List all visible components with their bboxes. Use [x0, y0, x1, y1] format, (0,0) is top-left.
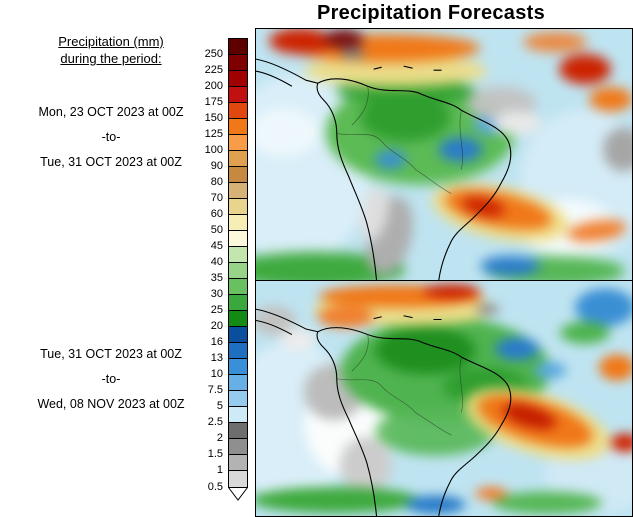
colorbar-tick-label: 16	[210, 336, 223, 348]
colorbar-tick-label: 2	[216, 432, 223, 444]
precipitation-map-bottom	[256, 283, 632, 516]
colorbar-tick-label: 25	[210, 304, 223, 316]
colorbar-segment: 90	[211, 151, 247, 172]
colorbar-segment: 40	[211, 247, 247, 268]
colorbar-heading-line1: Precipitation (mm)	[58, 34, 164, 49]
colorbar-tick-label: 200	[204, 80, 223, 92]
colorbar-segment: 1.5	[208, 439, 247, 460]
period-top-separator: -to-	[101, 130, 121, 144]
colorbar-tick-label: 80	[210, 176, 223, 188]
period-top-to: Tue, 31 OCT 2023 at 00Z	[40, 155, 182, 169]
colorbar-segment: 175	[205, 87, 247, 108]
colorbar-segment: 25	[211, 295, 247, 316]
colorbar-segment: 5	[217, 391, 247, 412]
colorbar-segment: 7.5	[208, 375, 247, 396]
colorbar-segment: 1	[217, 455, 247, 476]
colorbar-tick-label: 100	[204, 144, 223, 156]
period-bottom-separator: -to-	[101, 372, 121, 386]
period-label-bottom: Tue, 31 OCT 2023 at 00Z -to- Wed, 08 NOV…	[0, 342, 222, 417]
colorbar-segment: 225	[205, 55, 247, 76]
colorbar-segment: 13	[211, 343, 247, 364]
colorbar-segment: 30	[211, 279, 247, 300]
period-bottom-from: Tue, 31 OCT 2023 at 00Z	[40, 347, 182, 361]
colorbar-segment: 70	[211, 183, 247, 204]
period-top-from: Mon, 23 OCT 2023 at 00Z	[38, 105, 184, 119]
colorbar-tick-label: 10	[210, 368, 223, 380]
colorbar-segment: 250	[205, 39, 247, 60]
colorbar-tick-label: 70	[210, 192, 223, 204]
colorbar-tick-label: 35	[210, 272, 223, 284]
colorbar-segment: 80	[211, 167, 247, 188]
colorbar-tick-label: 50	[210, 224, 223, 236]
colorbar-scale: 250 225 200 175 150 125 100 90 80 70 60 50 45 40 35 30 2…	[205, 38, 248, 493]
colorbar-segment: 0.5	[208, 471, 247, 493]
colorbar-segment: 150	[205, 103, 247, 124]
colorbar-segment: 125	[205, 119, 247, 140]
colorbar-tick-label: 5	[216, 400, 223, 412]
colorbar-tick-label: 40	[210, 256, 223, 268]
colorbar-tick-label: 175	[204, 96, 223, 108]
page-title: Precipitation Forecasts	[316, 2, 546, 24]
colorbar-tick-label: 125	[204, 128, 223, 140]
colorbar-segment: 50	[211, 215, 247, 236]
colorbar-tick-label: 30	[210, 288, 223, 300]
colorbar-tick-label: 225	[204, 64, 223, 76]
map-panel-top	[255, 28, 633, 281]
colorbar-segment: 20	[211, 311, 247, 332]
precipitation-map-top	[256, 29, 632, 280]
colorbar: 250 225 200 175 150 125 100 90 80 70 60 50 45 40 35 30 2…	[205, 38, 248, 501]
colorbar-segment: 10	[211, 359, 247, 380]
colorbar-tick-label: 2.5	[207, 416, 223, 428]
colorbar-segment: 16	[211, 327, 247, 348]
colorbar-tick-label: 1.5	[207, 448, 223, 460]
colorbar-tick-label: 45	[210, 240, 223, 252]
colorbar-tick-label: 150	[204, 112, 223, 124]
colorbar-tick-label: 13	[210, 352, 223, 364]
colorbar-segment: 100	[205, 135, 247, 156]
colorbar-tick-label: 0.5	[207, 481, 223, 493]
colorbar-tick-label: 1	[216, 464, 223, 476]
colorbar-heading: Precipitation (mm) during the period:	[0, 33, 222, 67]
colorbar-segment: 200	[205, 71, 247, 92]
colorbar-heading-line2: during the period:	[60, 51, 162, 66]
colorbar-segment: 2	[217, 423, 247, 444]
colorbar-tick-label: 90	[210, 160, 223, 172]
colorbar-below-min-arrow-icon	[228, 487, 248, 501]
period-bottom-to: Wed, 08 NOV 2023 at 00Z	[37, 397, 185, 411]
colorbar-segment: 60	[211, 199, 247, 220]
colorbar-tick-label: 7.5	[207, 384, 223, 396]
period-label-top: Mon, 23 OCT 2023 at 00Z -to- Tue, 31 OCT…	[0, 100, 222, 175]
map-panel-bottom	[255, 280, 633, 517]
colorbar-tick-label: 250	[204, 48, 223, 60]
colorbar-tick-label: 20	[210, 320, 223, 332]
colorbar-tick-label: 60	[210, 208, 223, 220]
colorbar-segment: 45	[211, 231, 247, 252]
colorbar-segment: 2.5	[208, 407, 247, 428]
colorbar-segment: 35	[211, 263, 247, 284]
